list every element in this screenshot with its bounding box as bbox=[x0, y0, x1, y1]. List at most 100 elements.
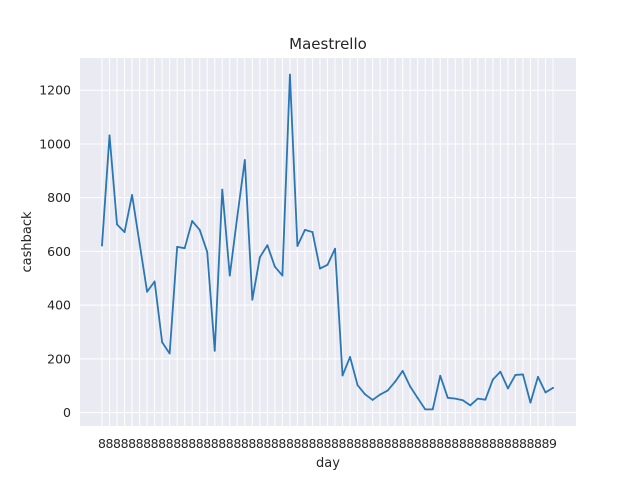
x-tick-label: 8 bbox=[354, 436, 362, 451]
y-axis-label: cashback bbox=[20, 211, 35, 272]
data-point bbox=[446, 396, 449, 399]
data-point bbox=[304, 229, 306, 231]
data-point bbox=[296, 245, 299, 247]
x-tick-label: 8 bbox=[113, 436, 121, 451]
data-point bbox=[319, 267, 321, 270]
x-tick-label: 8 bbox=[263, 436, 271, 451]
x-tick-label: 8 bbox=[136, 436, 144, 451]
x-tick-label: 8 bbox=[143, 436, 151, 451]
x-tick-label: 8 bbox=[324, 436, 332, 451]
x-tick-label: 8 bbox=[444, 436, 452, 451]
chart-title: Maestrello bbox=[289, 35, 367, 53]
data-point bbox=[371, 399, 374, 401]
x-tick-label: 8 bbox=[173, 436, 181, 451]
data-point bbox=[552, 386, 554, 389]
data-point bbox=[499, 370, 502, 373]
data-point bbox=[273, 265, 276, 268]
data-point bbox=[228, 274, 231, 277]
x-tick-label: 8 bbox=[511, 436, 519, 451]
y-tick-label: 0 bbox=[63, 405, 71, 420]
data-point bbox=[123, 231, 126, 233]
grid bbox=[80, 58, 576, 426]
data-point bbox=[221, 188, 224, 191]
x-tick-label: 8 bbox=[466, 436, 474, 451]
x-tick-label: 8 bbox=[196, 436, 204, 451]
x-tick-label: 8 bbox=[346, 436, 354, 451]
x-tick-label: 8 bbox=[504, 436, 512, 451]
y-tick-label: 1000 bbox=[39, 136, 71, 151]
data-point bbox=[529, 401, 532, 404]
data-point bbox=[266, 244, 269, 247]
x-tick-label: 8 bbox=[519, 436, 527, 451]
data-point bbox=[311, 231, 314, 233]
y-tick-label: 800 bbox=[47, 190, 71, 205]
x-tick-label: 8 bbox=[256, 436, 264, 451]
data-point bbox=[491, 378, 494, 381]
x-tick-label: 8 bbox=[218, 436, 226, 451]
x-tick-label: 8 bbox=[128, 436, 136, 451]
data-point bbox=[356, 384, 359, 387]
data-point bbox=[281, 274, 284, 277]
x-tick-label: 8 bbox=[542, 436, 550, 451]
x-tick-label: 8 bbox=[278, 436, 286, 451]
data-point bbox=[183, 247, 186, 250]
data-point bbox=[386, 389, 389, 392]
data-point bbox=[198, 229, 201, 231]
data-point bbox=[168, 352, 171, 355]
x-tick-label: 9 bbox=[549, 436, 557, 451]
series-layer bbox=[101, 73, 554, 411]
x-tick-label: 8 bbox=[106, 436, 114, 451]
x-tick-label: 8 bbox=[248, 436, 256, 451]
x-tick-label: 8 bbox=[414, 436, 422, 451]
y-tick-label: 400 bbox=[47, 298, 71, 313]
x-tick-label: 8 bbox=[211, 436, 219, 451]
data-point bbox=[401, 370, 404, 372]
x-tick-label: 8 bbox=[151, 436, 159, 451]
x-axis-label: day bbox=[316, 456, 340, 471]
data-point bbox=[206, 251, 209, 253]
x-tick-label: 8 bbox=[526, 436, 534, 451]
data-point bbox=[537, 375, 539, 378]
x-tick-label: 8 bbox=[286, 436, 294, 451]
x-tick-label: 8 bbox=[391, 436, 399, 451]
data-point bbox=[334, 247, 336, 250]
data-point bbox=[146, 290, 149, 293]
data-point bbox=[236, 215, 239, 218]
data-point bbox=[424, 408, 427, 411]
x-tick-label: 8 bbox=[203, 436, 211, 451]
x-tick-label: 8 bbox=[399, 436, 407, 451]
y-tick-label: 200 bbox=[47, 351, 71, 366]
data-point bbox=[161, 341, 164, 344]
data-point bbox=[326, 263, 329, 266]
data-point bbox=[476, 397, 479, 400]
x-tick-label: 8 bbox=[369, 436, 377, 451]
x-tick-label: 8 bbox=[301, 436, 309, 451]
data-point bbox=[484, 398, 487, 401]
x-tick-label: 8 bbox=[459, 436, 467, 451]
data-point bbox=[409, 385, 412, 388]
data-point bbox=[101, 244, 103, 247]
data-point bbox=[454, 397, 457, 400]
x-tick-label: 8 bbox=[226, 436, 234, 451]
data-point bbox=[243, 159, 246, 161]
x-tick-label: 8 bbox=[384, 436, 392, 451]
data-point bbox=[341, 374, 344, 377]
x-tick-label: 8 bbox=[158, 436, 166, 451]
x-tick-label: 8 bbox=[181, 436, 189, 451]
data-point bbox=[416, 397, 419, 399]
x-tick-label: 8 bbox=[339, 436, 347, 451]
x-tick-label: 8 bbox=[98, 436, 106, 451]
x-tick-label: 8 bbox=[481, 436, 489, 451]
x-tick-label: 8 bbox=[496, 436, 504, 451]
data-point bbox=[258, 256, 261, 259]
x-tick-label: 8 bbox=[489, 436, 497, 451]
x-tick-label: 8 bbox=[293, 436, 301, 451]
data-point bbox=[251, 298, 254, 301]
x-tick-label: 8 bbox=[271, 436, 279, 451]
data-point bbox=[364, 393, 366, 396]
x-tick-label: 8 bbox=[233, 436, 241, 451]
data-point bbox=[138, 242, 141, 245]
data-point bbox=[522, 373, 524, 376]
